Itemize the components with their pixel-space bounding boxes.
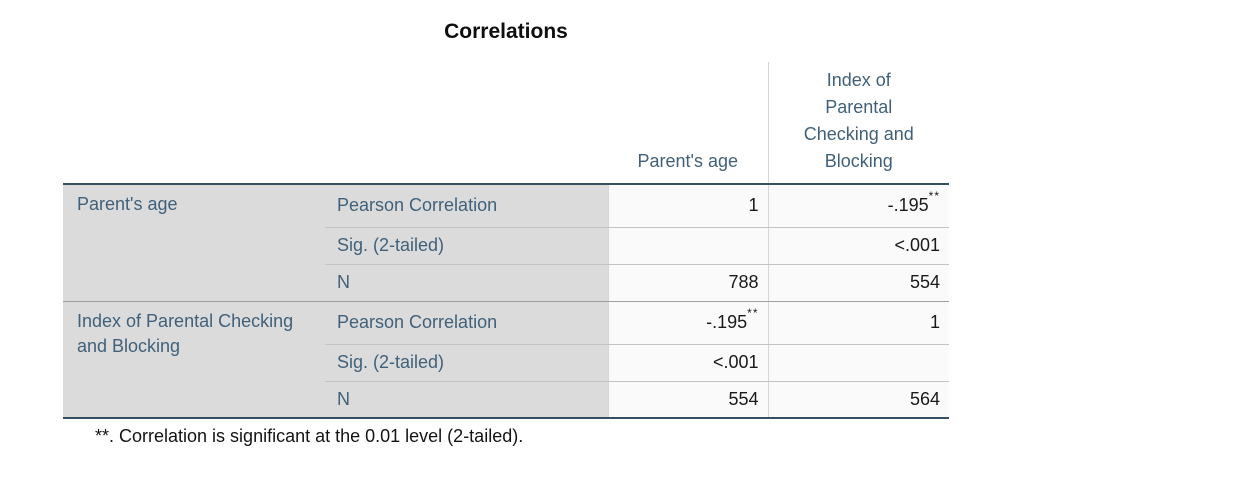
significance-marker: ** xyxy=(928,189,940,204)
statistic-label: Pearson Correlation xyxy=(325,301,608,345)
value-cell: 564 xyxy=(767,381,949,419)
value-cell xyxy=(607,227,768,265)
value-cell xyxy=(767,344,949,382)
value-cell: 788 xyxy=(607,264,768,302)
table-row: N 554 564 xyxy=(63,381,949,419)
value-cell: -.195** xyxy=(767,184,949,228)
row-group-label: Index of Parental Checking and Blocking xyxy=(63,301,325,419)
table-row: Index of Parental Checking and Blocking P… xyxy=(63,301,949,419)
value-cell: 554 xyxy=(767,264,949,302)
column-header-parents-age: Parent's age xyxy=(608,62,768,185)
significance-marker: ** xyxy=(747,306,759,320)
value-cell: <.001 xyxy=(767,227,949,265)
statistic-label: N xyxy=(325,381,608,419)
value-cell: <.001 xyxy=(607,344,768,382)
table-row: Parent's age Pearson Correlation 1 -.195** xyxy=(63,184,949,302)
row-group-label: Parent's age xyxy=(63,184,325,302)
table-row: N 788 554 xyxy=(63,264,949,302)
statistic-label: Sig. (2-tailed) xyxy=(325,227,608,265)
column-header-index-checking-blocking: Index of Parental Checking and Blocking xyxy=(767,62,949,185)
statistic-label: Sig. (2-tailed) xyxy=(325,344,608,382)
header-row: Parent's age Index of Parental Checking … xyxy=(63,62,949,185)
statistic-label: N xyxy=(325,264,608,302)
value-cell: -.195** xyxy=(607,301,768,345)
table-row: Sig. (2-tailed) <.001 xyxy=(63,344,949,382)
significance-footnote: **. Correlation is significant at the 0.… xyxy=(95,426,524,446)
table-body: Parent's age Pearson Correlation 1 -.195** S… xyxy=(63,184,949,419)
value-cell: 1 xyxy=(767,301,949,345)
value-cell: 1 xyxy=(607,184,768,228)
table-row: Sig. (2-tailed) <.001 xyxy=(63,227,949,265)
header-spacer-cell xyxy=(63,62,608,185)
correlations-table: Parent's age Index of Parental Checking … xyxy=(63,62,949,419)
statistic-label: Pearson Correlation xyxy=(325,184,608,228)
table-title: Correlations xyxy=(444,20,568,43)
value-cell: 554 xyxy=(607,381,768,419)
